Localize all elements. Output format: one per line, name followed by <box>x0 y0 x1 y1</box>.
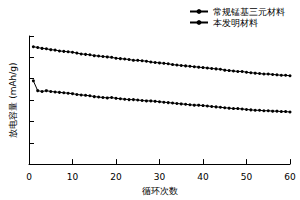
svg-text:10: 10 <box>67 172 79 182</box>
svg-text:放电容量 (mAh/g): 放电容量 (mAh/g) <box>8 62 18 137</box>
svg-text:50: 50 <box>241 172 253 182</box>
svg-text:30: 30 <box>154 172 166 182</box>
svg-text:常规锰基三元材料: 常规锰基三元材料 <box>213 7 285 17</box>
svg-text:0: 0 <box>26 172 32 182</box>
svg-text:40: 40 <box>197 172 209 182</box>
svg-text:20: 20 <box>110 172 122 182</box>
svg-text:本发明材料: 本发明材料 <box>213 18 258 28</box>
svg-text:60: 60 <box>284 172 296 182</box>
svg-text:循环次数: 循环次数 <box>142 186 178 196</box>
